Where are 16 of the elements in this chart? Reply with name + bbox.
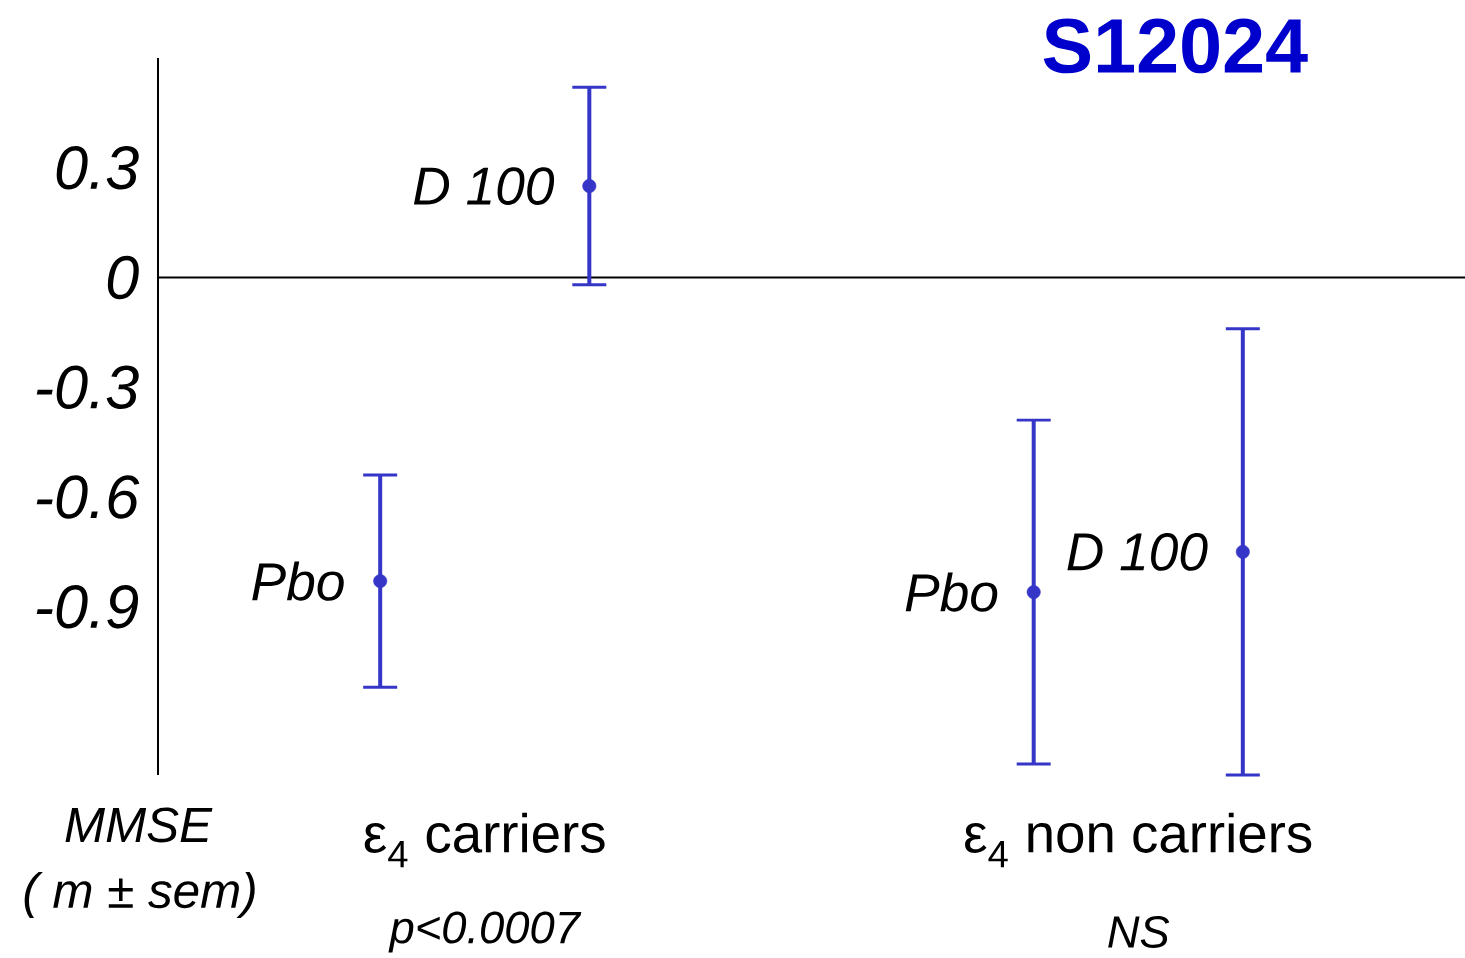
text: D 100 xyxy=(413,167,555,205)
text: ( m ± sem) xyxy=(24,872,255,918)
y-tick-label: -0.3 xyxy=(36,365,139,409)
x-tick-label: ε$_{4}$ non carriers xyxy=(965,812,1312,868)
text: NS xyxy=(1108,915,1170,949)
series-label: Pbo xyxy=(252,561,344,601)
y-tick-label: 0 xyxy=(107,255,139,300)
text: Pbo xyxy=(905,572,998,612)
y-tick-label: 0.3 xyxy=(56,146,139,190)
y-tick-label: -0.6 xyxy=(36,475,140,519)
chart-title: S12024 xyxy=(1043,18,1308,74)
y-tick-label: -0.9 xyxy=(36,585,139,629)
x-tick-label: ε$_{4}$ carriers xyxy=(364,812,605,868)
series-label: D 100 xyxy=(1067,532,1208,571)
y-axis-title: MMSE xyxy=(65,807,213,843)
text: p<0.0007 xyxy=(388,911,582,953)
